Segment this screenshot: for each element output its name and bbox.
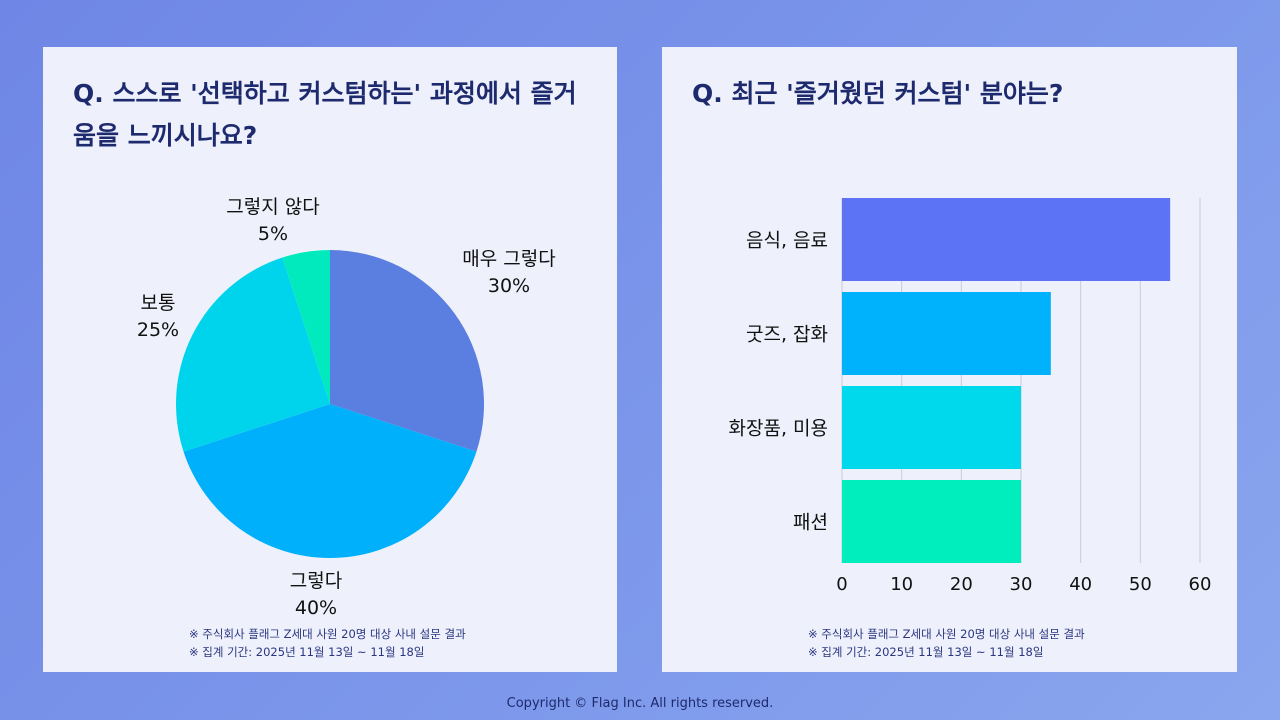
bar-title: Q. 최근 '즐거웠던 커스텀' 분야는? [692,79,1064,108]
x-tick-label: 50 [1129,574,1152,595]
bar [842,480,1021,563]
pie-chart: 매우 그렇다 30% 그렇다 40% 보통 25% 그렇지 않다 5% [137,196,556,619]
pie-panel: Q. 스스로 '선택하고 커스텀하는' 과정에서 즐거움을 느끼시나요? 매우 … [43,47,617,672]
note-survey: ※ 주식회사 플래그 Z세대 사원 20명 대상 사내 설문 결과 [808,627,1085,641]
slice-value-label: 25% [137,319,179,341]
bar [842,292,1051,375]
note-period: ※ 집계 기간: 2025년 11월 13일 ~ 11월 18일 [189,645,425,659]
pie-slice [183,404,477,559]
note-period: ※ 집계 기간: 2025년 11월 13일 ~ 11월 18일 [808,645,1044,659]
slice-value-label: 5% [258,223,288,245]
x-tick-label: 30 [1010,574,1033,595]
slice-label: 그렇지 않다 [226,196,319,218]
copyright: Copyright © Flag Inc. All rights reserve… [506,696,774,711]
slice-label: 보통 [141,292,176,314]
x-tick-label: 60 [1189,574,1212,595]
slice-value-label: 40% [295,597,337,619]
bar-panel: Q. 최근 '즐거웠던 커스텀' 분야는? 0 10 20 30 40 50 60 음식, 음… [662,47,1237,672]
x-tick-label: 20 [950,574,973,595]
pie-slice [330,250,485,452]
bar [842,386,1021,469]
category-label: 음식, 음료 [746,230,828,252]
x-tick-label: 40 [1069,574,1092,595]
x-tick-label: 10 [890,574,913,595]
x-tick-label: 0 [836,574,847,595]
category-label: 굿즈, 잡화 [746,324,828,346]
pie-title: Q. 스스로 '선택하고 커스텀하는' 과정에서 즐거움을 느끼시나요? [73,79,577,150]
slice-label: 그렇다 [290,570,342,592]
slice-label: 매우 그렇다 [462,248,555,270]
category-label: 화장품, 미용 [729,418,828,440]
pie-notes: ※ 주식회사 플래그 Z세대 사원 20명 대상 사내 설문 결과 ※ 집계 기… [189,625,466,661]
pie-slice [175,257,330,452]
category-label: 패션 [793,512,828,534]
bar [842,198,1171,281]
slice-value-label: 30% [488,275,530,297]
note-survey: ※ 주식회사 플래그 Z세대 사원 20명 대상 사내 설문 결과 [189,627,466,641]
pie-slice [282,250,330,404]
bar-notes: ※ 주식회사 플래그 Z세대 사원 20명 대상 사내 설문 결과 ※ 집계 기… [808,625,1085,661]
